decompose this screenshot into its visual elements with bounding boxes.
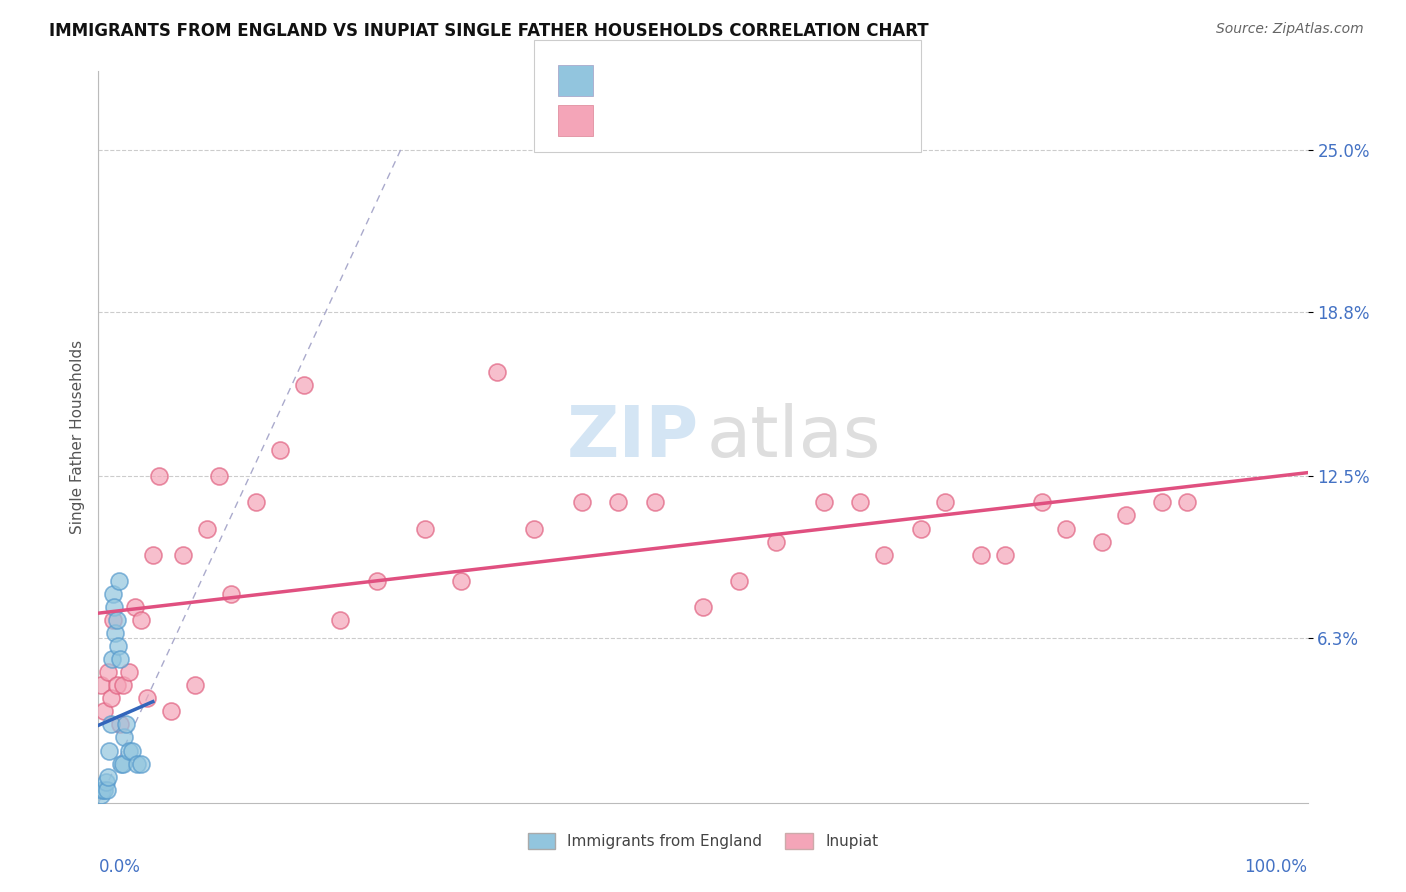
Point — [692, 599, 714, 614]
Text: 100.0%: 100.0% — [1244, 858, 1308, 876]
Point — [607, 495, 630, 509]
Point — [105, 613, 128, 627]
Point — [111, 756, 134, 771]
Point — [208, 469, 231, 483]
Point — [100, 691, 122, 706]
Point — [100, 652, 122, 666]
Text: 0.0%: 0.0% — [98, 858, 141, 876]
Point — [1091, 534, 1114, 549]
Point — [110, 756, 132, 771]
Point — [1054, 521, 1077, 535]
Point — [813, 495, 835, 509]
Point — [115, 717, 138, 731]
Point — [1152, 495, 1174, 509]
Point — [329, 613, 352, 627]
Point — [98, 743, 121, 757]
Legend: Immigrants from England, Inupiat: Immigrants from England, Inupiat — [522, 827, 884, 855]
Point — [107, 639, 129, 653]
Point — [994, 548, 1017, 562]
Point — [269, 443, 291, 458]
Point — [124, 599, 146, 614]
Text: IMMIGRANTS FROM ENGLAND VS INUPIAT SINGLE FATHER HOUSEHOLDS CORRELATION CHART: IMMIGRANTS FROM ENGLAND VS INUPIAT SINGL… — [49, 22, 929, 40]
Point — [849, 495, 872, 509]
Point — [148, 469, 170, 483]
Text: Source: ZipAtlas.com: Source: ZipAtlas.com — [1216, 22, 1364, 37]
Point — [101, 613, 124, 627]
Point — [91, 782, 114, 797]
Point — [135, 691, 157, 706]
Point — [129, 613, 152, 627]
Point — [1115, 508, 1137, 523]
Point — [728, 574, 751, 588]
Point — [571, 495, 593, 509]
Point — [121, 743, 143, 757]
Point — [184, 678, 207, 692]
Point — [103, 599, 125, 614]
Point — [90, 678, 112, 692]
Point — [129, 756, 152, 771]
Point — [127, 756, 149, 771]
Text: atlas: atlas — [707, 402, 882, 472]
Point — [523, 521, 546, 535]
Point — [366, 574, 388, 588]
Point — [108, 574, 131, 588]
Point — [910, 521, 932, 535]
Point — [112, 731, 135, 745]
Point — [644, 495, 666, 509]
Text: R =  0.561    N = 48: R = 0.561 N = 48 — [605, 112, 786, 129]
Point — [108, 717, 131, 731]
Point — [97, 770, 120, 784]
Point — [221, 587, 243, 601]
Point — [195, 521, 218, 535]
Point — [765, 534, 787, 549]
Point — [93, 705, 115, 719]
Point — [413, 521, 436, 535]
Point — [93, 782, 115, 797]
Point — [486, 365, 509, 379]
Point — [90, 788, 112, 802]
Point — [101, 587, 124, 601]
Point — [450, 574, 472, 588]
Text: ZIP: ZIP — [567, 402, 699, 472]
Point — [96, 782, 118, 797]
Text: R =  0.349    N = 24: R = 0.349 N = 24 — [605, 70, 787, 87]
Point — [118, 665, 141, 680]
Point — [873, 548, 896, 562]
Point — [97, 665, 120, 680]
Point — [104, 626, 127, 640]
Point — [94, 775, 117, 789]
Y-axis label: Single Father Households: Single Father Households — [69, 340, 84, 534]
Point — [292, 377, 315, 392]
Point — [160, 705, 183, 719]
Point — [111, 678, 134, 692]
Point — [245, 495, 267, 509]
Point — [1031, 495, 1053, 509]
Point — [108, 652, 131, 666]
Point — [934, 495, 956, 509]
Point — [118, 743, 141, 757]
Point — [1175, 495, 1198, 509]
Point — [142, 548, 165, 562]
Point — [172, 548, 194, 562]
Point — [105, 678, 128, 692]
Point — [100, 717, 122, 731]
Point — [970, 548, 993, 562]
